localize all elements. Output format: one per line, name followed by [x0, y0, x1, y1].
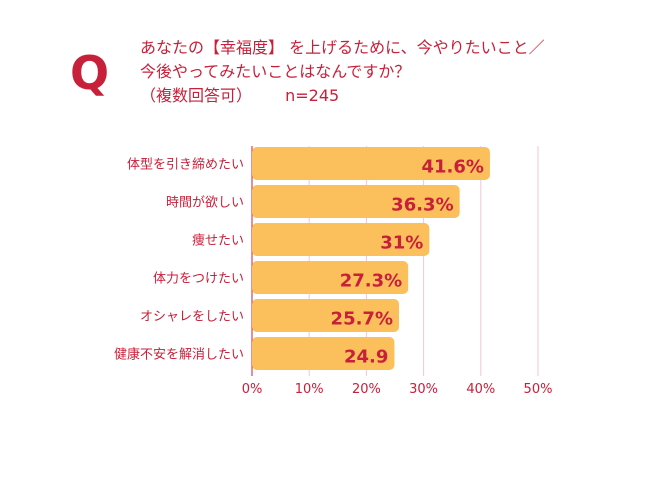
value-label: 41.6%	[421, 157, 483, 178]
x-tick-label: 50%	[524, 382, 553, 397]
question-note: （複数回答可）	[140, 86, 253, 105]
x-tick-label: 10%	[295, 382, 324, 397]
q-mark: Q	[70, 46, 110, 100]
value-label: 27.3%	[340, 271, 402, 292]
question-line-3: （複数回答可） n=245	[140, 84, 640, 108]
value-label: 31%	[380, 233, 423, 254]
x-tick-label: 0%	[242, 382, 263, 397]
bar	[252, 223, 430, 256]
bar	[252, 261, 409, 294]
bar	[252, 185, 460, 218]
bar	[252, 299, 400, 332]
question-line-2: 今後やってみたいことはなんですか？	[140, 62, 411, 81]
x-tick-label: 40%	[466, 382, 495, 397]
value-label: 25.7%	[331, 309, 393, 330]
category-label: 時間が欲しい	[166, 195, 244, 211]
category-label: 健康不安を解消したい	[114, 347, 244, 363]
bar	[252, 147, 490, 180]
question-text: あなたの【幸福度】 を上げるために、今やりたいこと／ 今後やってみたいことはなん…	[140, 36, 640, 108]
x-tick-label: 30%	[409, 382, 438, 397]
x-tick-label: 20%	[352, 382, 381, 397]
bar	[252, 337, 395, 370]
category-label: オシャレをしたい	[140, 310, 244, 325]
category-label: 体力をつけたい	[153, 272, 244, 287]
value-label: 36.3%	[391, 195, 453, 216]
sample-size: n=245	[285, 86, 340, 105]
question-line-1: あなたの【幸福度】 を上げるために、今やりたいこと／	[140, 38, 545, 57]
value-label: 24.9	[344, 347, 388, 368]
category-label: 体型を引き締めたい	[127, 157, 244, 173]
category-label: 痩せたい	[192, 233, 244, 249]
